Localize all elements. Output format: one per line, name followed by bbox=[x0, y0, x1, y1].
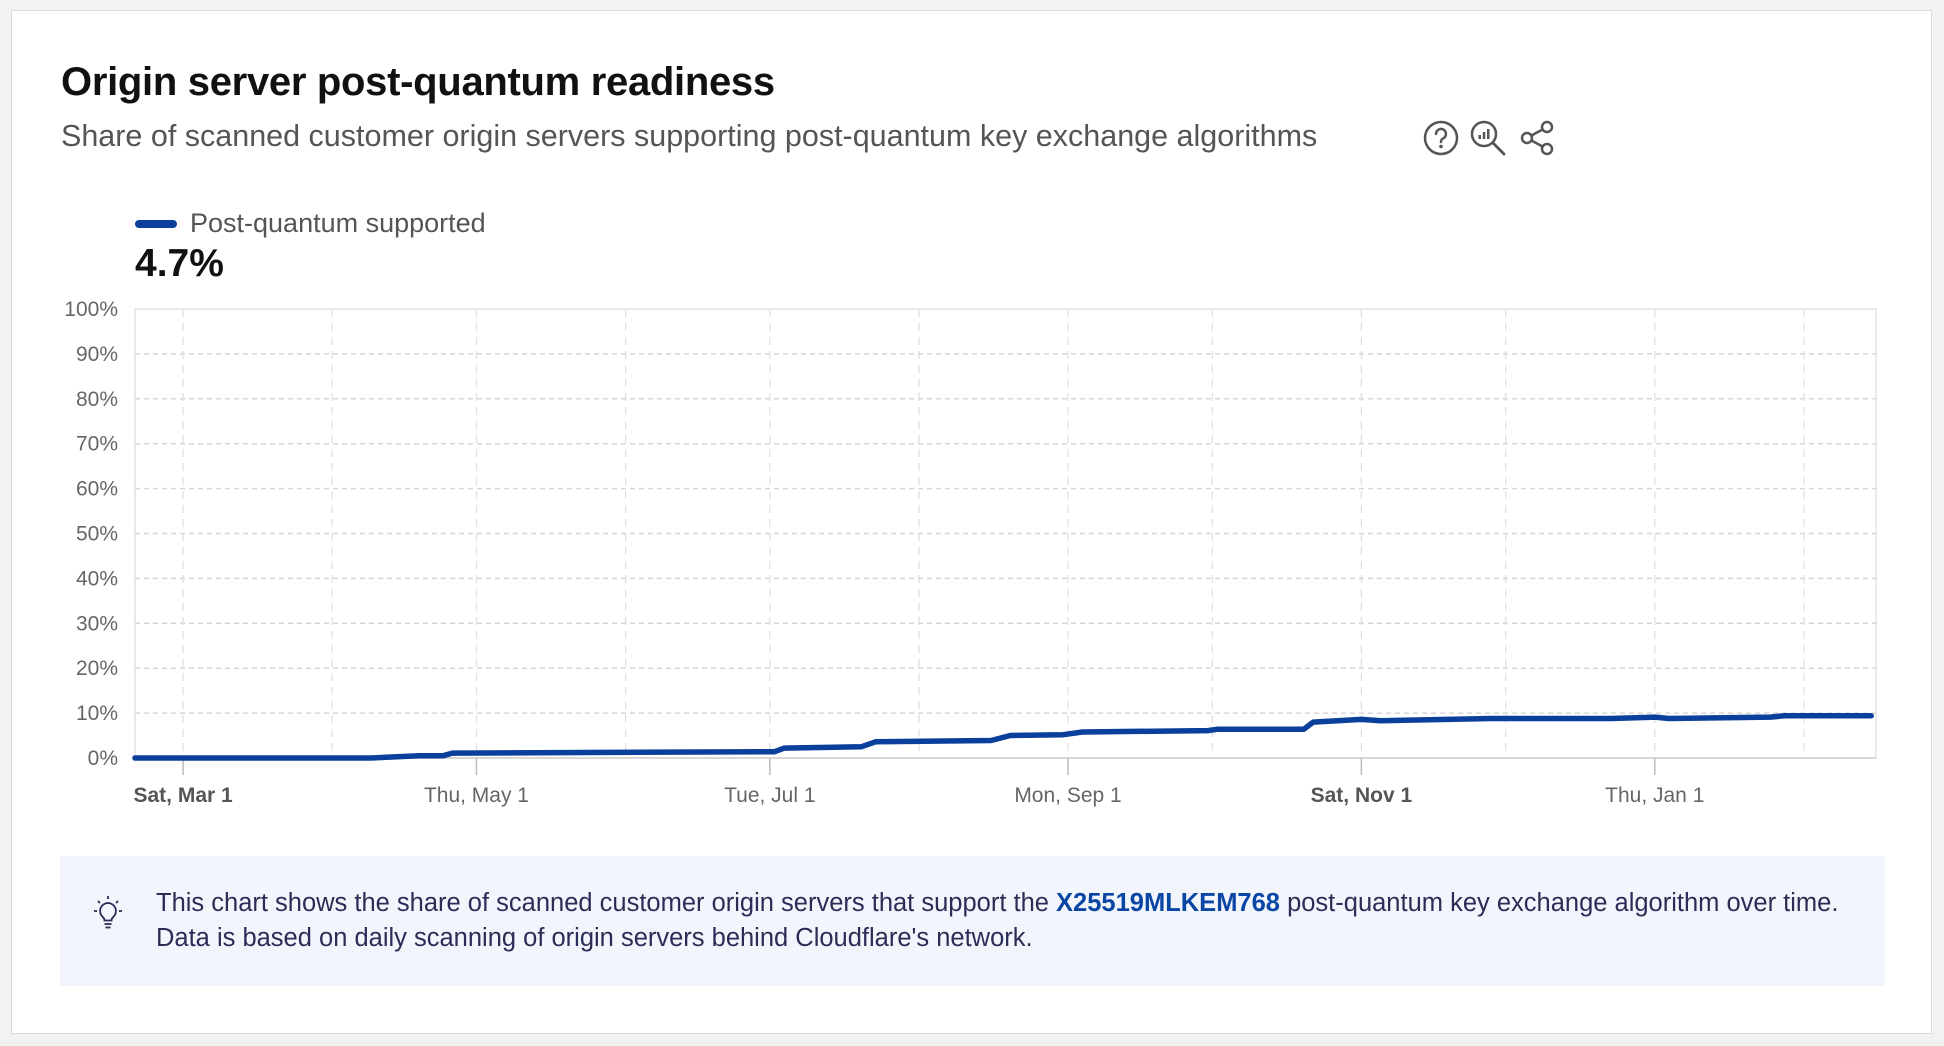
info-text: This chart shows the share of scanned cu… bbox=[156, 886, 1856, 956]
x-tick-label: Thu, Jan 1 bbox=[1605, 784, 1704, 807]
info-text-after: post-quantum key exchange algorithm over… bbox=[156, 889, 1839, 952]
x-tick-label: Sat, Nov 1 bbox=[1311, 784, 1413, 807]
current-value: 4.7% bbox=[135, 242, 224, 285]
y-tick-label: 40% bbox=[76, 567, 118, 590]
legend-swatch bbox=[135, 219, 177, 228]
x-tick-label: Thu, May 1 bbox=[424, 784, 529, 807]
y-tick-label: 100% bbox=[64, 298, 118, 321]
lightbulb-icon bbox=[90, 894, 126, 934]
y-tick-label: 30% bbox=[76, 612, 118, 635]
chart-search-icon[interactable] bbox=[1468, 118, 1508, 158]
chart-subtitle: Share of scanned customer origin servers… bbox=[61, 119, 1318, 153]
y-tick-label: 70% bbox=[76, 433, 118, 456]
info-box: This chart shows the share of scanned cu… bbox=[60, 856, 1885, 986]
chart-title: Origin server post-quantum readiness bbox=[61, 60, 775, 104]
y-tick-label: 20% bbox=[76, 657, 118, 680]
series-line-post-quantum bbox=[132, 713, 1874, 761]
legend-label: Post-quantum supported bbox=[190, 208, 486, 238]
x-tick-label: Tue, Jul 1 bbox=[724, 784, 815, 807]
help-circle-icon[interactable] bbox=[1421, 118, 1461, 158]
info-text-before: This chart shows the share of scanned cu… bbox=[156, 889, 1057, 917]
chart-legend[interactable]: Post-quantum supported bbox=[135, 208, 486, 239]
algorithm-link[interactable]: X25519MLKEM768 bbox=[1056, 889, 1280, 917]
share-icon[interactable] bbox=[1518, 118, 1558, 158]
y-tick-label: 0% bbox=[88, 747, 118, 770]
y-tick-label: 90% bbox=[76, 343, 118, 366]
x-tick-label: Mon, Sep 1 bbox=[1014, 784, 1121, 807]
y-tick-label: 10% bbox=[76, 702, 118, 725]
y-tick-label: 50% bbox=[76, 523, 118, 546]
y-tick-label: 60% bbox=[76, 478, 118, 501]
y-tick-label: 80% bbox=[76, 388, 118, 411]
x-tick-label: Sat, Mar 1 bbox=[133, 784, 233, 807]
